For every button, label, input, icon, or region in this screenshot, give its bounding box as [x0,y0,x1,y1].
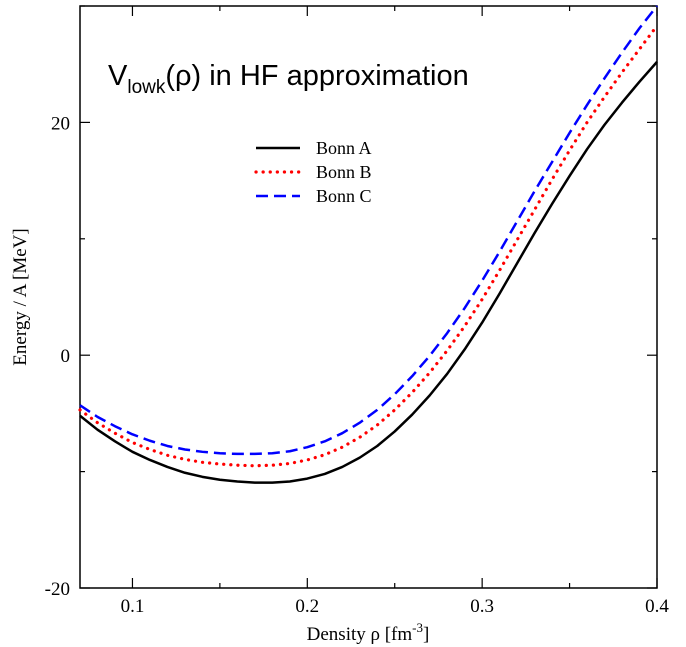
plot-frame [79,5,658,589]
x-axis-title: Density ρ [fm-3] [307,620,430,645]
legend: Bonn A Bonn B Bonn C [254,138,372,206]
x-axis-title-end: ] [423,624,429,645]
legend-label-bonn-c: Bonn C [316,186,372,206]
x-tick-label: 0.4 [645,596,669,617]
series-line-bonn-a [79,61,658,484]
legend-label-bonn-a: Bonn A [316,138,372,158]
x-tick-label: 0.3 [470,596,494,617]
axis-ticks [80,5,658,589]
y-tick-label: 0 [61,346,71,367]
series-line-bonn-c [79,5,658,456]
title-subscript: lowk [127,77,166,98]
title-rest: (ρ) in HF approximation [165,60,468,92]
x-axis-title-main: Density ρ [fm [307,624,413,645]
axis-tick-labels: 0.1 0.2 0.3 0.4 -20 0 20 [45,113,670,617]
series-line-bonn-b [78,24,659,468]
series-lines [78,5,659,484]
x-axis-title-sup: -3 [412,620,423,635]
title-main: V [108,60,128,92]
y-axis-title: Energy / A [MeV] [10,228,31,365]
x-tick-label: 0.1 [121,596,145,617]
y-tick-label: -20 [45,579,70,600]
chart-title: Vlowk(ρ) in HF approximation [108,60,469,98]
y-tick-label: 20 [51,113,70,134]
legend-label-bonn-b: Bonn B [316,162,372,182]
x-tick-label: 0.2 [295,596,319,617]
